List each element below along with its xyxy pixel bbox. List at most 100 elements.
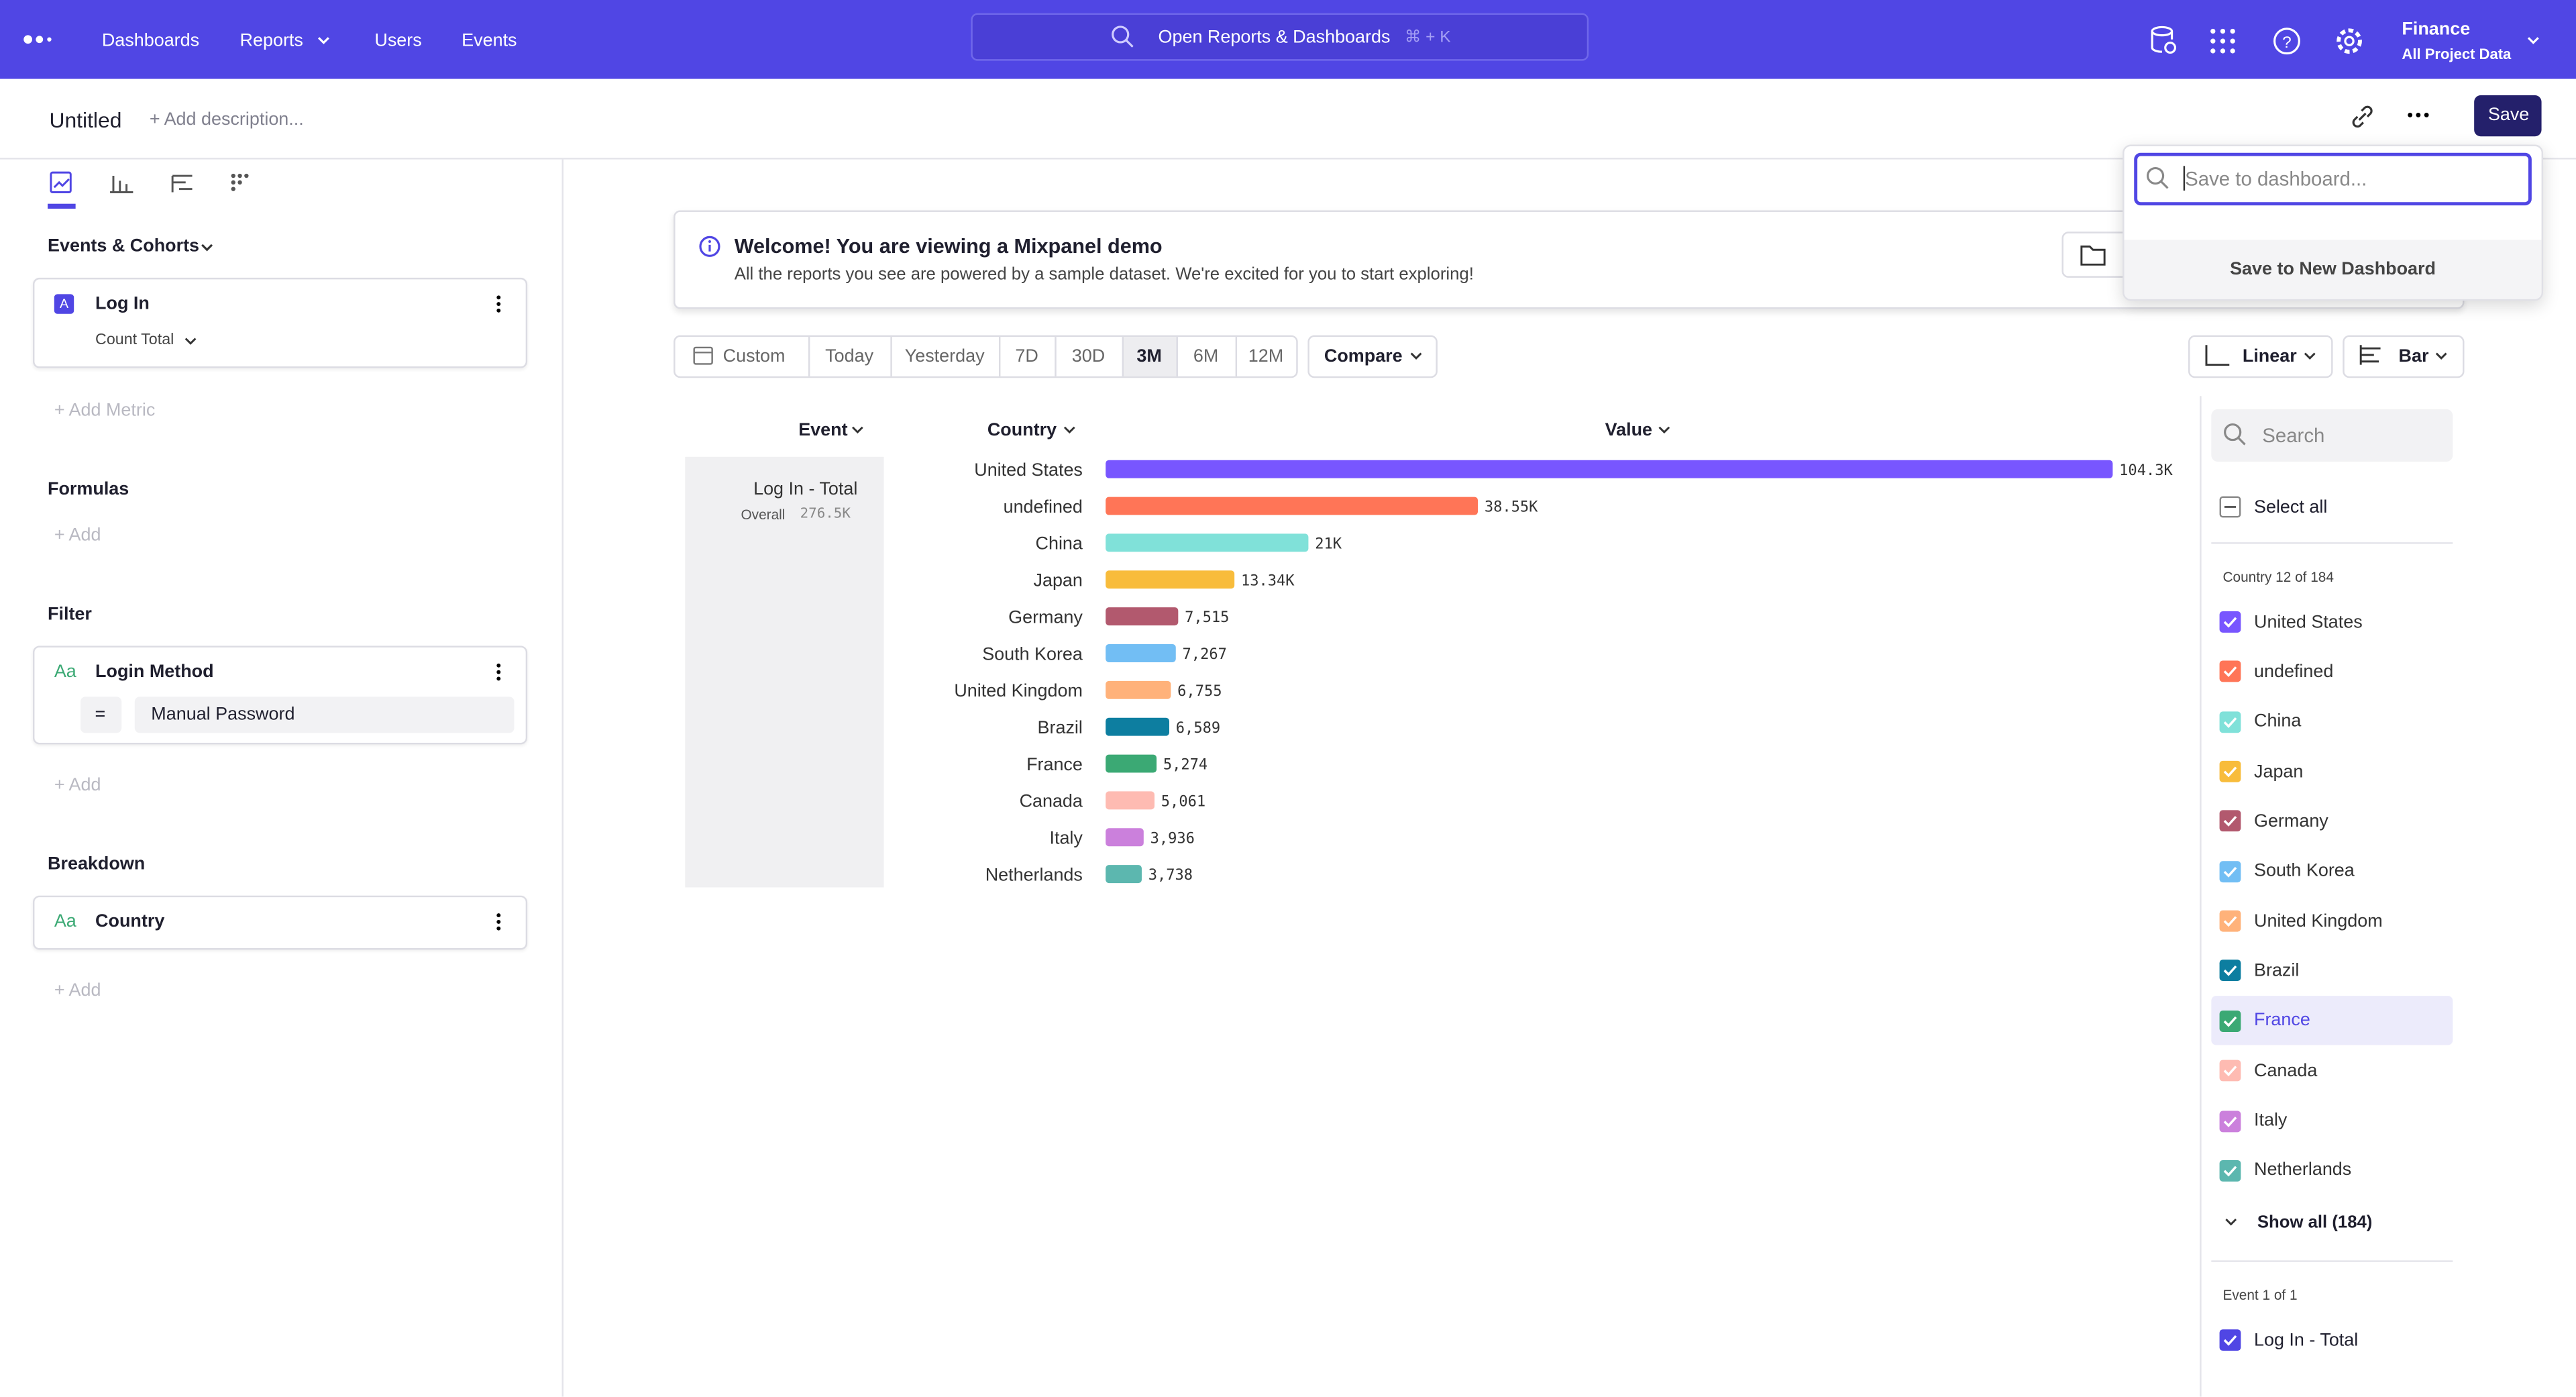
- add-metric[interactable]: + Add Metric: [54, 401, 156, 421]
- filter-operator[interactable]: =: [95, 705, 106, 725]
- date-range[interactable]: Yesterday: [904, 346, 985, 367]
- checkbox[interactable]: [2219, 711, 2241, 733]
- legend-item[interactable]: undefined: [2254, 662, 2334, 682]
- legend-item[interactable]: South Korea: [2254, 861, 2355, 882]
- column-header[interactable]: Event: [798, 420, 848, 441]
- save-label[interactable]: Save: [2487, 105, 2530, 125]
- legend-item[interactable]: Italy: [2254, 1110, 2288, 1131]
- kebab[interactable]: [494, 660, 502, 683]
- operator-box[interactable]: [80, 696, 122, 733]
- breakdown-card[interactable]: [32, 895, 528, 950]
- checkbox[interactable]: [2219, 811, 2241, 833]
- legend-item[interactable]: United States: [2254, 612, 2363, 632]
- category-label: United Kingdom: [954, 680, 1083, 701]
- nav-icons[interactable]: ?: [2145, 23, 2375, 59]
- legend-event[interactable]: Log In - Total: [2254, 1331, 2359, 1351]
- date-range[interactable]: Custom: [722, 346, 786, 367]
- date-range[interactable]: 30D: [1071, 346, 1106, 367]
- legend-search[interactable]: [2211, 409, 2453, 462]
- bar: [1106, 828, 1144, 847]
- save-button[interactable]: [2474, 95, 2542, 137]
- metric-name[interactable]: Log In: [95, 294, 150, 314]
- report-title[interactable]: Untitled: [49, 107, 122, 133]
- scale-menu[interactable]: [2188, 335, 2333, 378]
- checkbox[interactable]: [2219, 1159, 2241, 1182]
- report-tabs[interactable]: [48, 169, 261, 212]
- separator: [1176, 337, 1178, 376]
- legend-search-placeholder[interactable]: Search: [2262, 423, 2325, 448]
- chart-type-menu[interactable]: [2343, 335, 2465, 378]
- metric-measure[interactable]: Count Total: [95, 331, 174, 350]
- search-box[interactable]: [971, 13, 1589, 61]
- nav-item[interactable]: Reports: [239, 31, 303, 51]
- date-range[interactable]: 6M: [1193, 346, 1219, 367]
- legend-item[interactable]: Japan: [2254, 762, 2304, 782]
- selected-range: [1124, 337, 1177, 376]
- compare-button[interactable]: [1307, 335, 1438, 378]
- checkbox[interactable]: [2219, 760, 2241, 782]
- date-range[interactable]: 3M: [1136, 346, 1162, 367]
- chevron: [1658, 426, 1670, 434]
- checkbox[interactable]: [2219, 1010, 2241, 1032]
- date-range[interactable]: 7D: [1015, 346, 1038, 367]
- column-header[interactable]: Value: [1605, 420, 1653, 441]
- column-header[interactable]: Country: [987, 420, 1057, 441]
- add-formula[interactable]: + Add: [54, 525, 101, 546]
- date-range[interactable]: 12M: [1248, 346, 1284, 367]
- show-all[interactable]: Show all (184): [2257, 1212, 2373, 1233]
- event-name: Log In - Total: [753, 480, 858, 500]
- save-menu-placeholder[interactable]: Save to dashboard...: [2185, 167, 2367, 191]
- nav-item[interactable]: Events: [462, 31, 517, 51]
- legend-item[interactable]: United Kingdom: [2254, 911, 2383, 931]
- check: [2223, 617, 2237, 628]
- nav-item[interactable]: Dashboards: [101, 31, 200, 51]
- search-placeholder: Open Reports & Dashboards: [1158, 28, 1391, 48]
- legend-item[interactable]: France: [2254, 1011, 2310, 1031]
- compare-label[interactable]: Compare: [1324, 346, 1403, 367]
- nav-item[interactable]: Users: [374, 31, 422, 51]
- chart-type-label[interactable]: Bar: [2398, 346, 2429, 367]
- more-icon[interactable]: [2405, 110, 2431, 120]
- legend-item[interactable]: China: [2254, 711, 2302, 732]
- filter-value[interactable]: Manual Password: [151, 705, 295, 725]
- legend-item[interactable]: Canada: [2254, 1061, 2318, 1081]
- kebab[interactable]: [494, 911, 502, 933]
- legend-item[interactable]: Brazil: [2254, 961, 2300, 981]
- legend-item[interactable]: Germany: [2254, 811, 2328, 831]
- add-description[interactable]: + Add description...: [149, 110, 304, 130]
- checkbox[interactable]: [2219, 496, 2241, 518]
- checkbox[interactable]: [2219, 960, 2241, 982]
- select-all[interactable]: Select all: [2254, 498, 2328, 518]
- value-label: 104.3K: [2119, 462, 2173, 479]
- checkbox[interactable]: [2219, 1329, 2241, 1351]
- bar: [1106, 607, 1179, 626]
- date-range[interactable]: Today: [825, 346, 874, 367]
- breakdown-name[interactable]: Country: [95, 912, 165, 932]
- section-heading[interactable]: Events & Cohorts: [48, 236, 200, 257]
- separator: [808, 337, 810, 376]
- checkbox[interactable]: [2219, 1110, 2241, 1132]
- check: [2223, 766, 2237, 778]
- legend-item[interactable]: Netherlands: [2254, 1160, 2352, 1181]
- separator: [1122, 337, 1124, 376]
- add-filter[interactable]: + Add: [54, 775, 101, 796]
- save-menu-input[interactable]: [2134, 152, 2532, 206]
- logo[interactable]: [23, 32, 56, 48]
- checkbox[interactable]: [2219, 611, 2241, 633]
- checkbox[interactable]: [2219, 860, 2241, 882]
- filter-name[interactable]: Login Method: [95, 662, 214, 682]
- check: [2223, 1016, 2237, 1027]
- project-name[interactable]: Finance: [2402, 19, 2471, 40]
- checkbox[interactable]: [2219, 661, 2241, 683]
- checkbox[interactable]: [2219, 910, 2241, 932]
- add-breakdown[interactable]: + Add: [54, 981, 101, 1001]
- value-label: 3,936: [1150, 830, 1195, 847]
- checkbox[interactable]: [2219, 1059, 2241, 1082]
- scale-label[interactable]: Linear: [2242, 346, 2297, 367]
- menu-footer[interactable]: [2124, 240, 2542, 299]
- link-icon[interactable]: [2349, 103, 2375, 130]
- kebab[interactable]: [494, 293, 502, 315]
- save-new-dashboard[interactable]: Save to New Dashboard: [2230, 259, 2436, 280]
- metric-card[interactable]: [32, 277, 528, 368]
- value-box[interactable]: [134, 696, 515, 733]
